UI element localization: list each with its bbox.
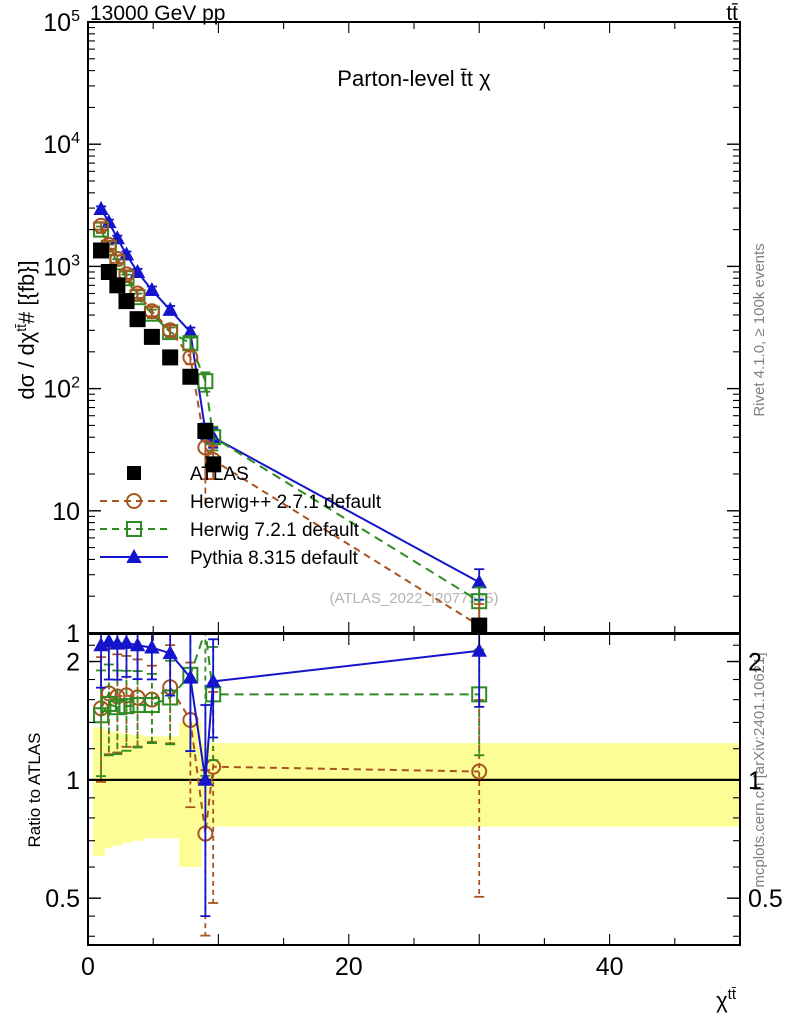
band-outer-segment xyxy=(131,735,145,841)
ratio-data-marker xyxy=(143,697,160,714)
legend-marker-circle-open xyxy=(126,493,142,509)
side-label-bottom: mcplots.cern.ch [arXiv:2401.10621] xyxy=(751,652,768,887)
ratio-data-marker xyxy=(471,763,488,780)
main-ytick-label: 10 xyxy=(52,498,80,526)
data-marker xyxy=(197,422,214,439)
legend-marker-square-filled xyxy=(127,466,141,480)
axes-layer xyxy=(87,21,741,946)
data-marker xyxy=(182,349,199,366)
legend-marker-square-open xyxy=(126,521,142,537)
data-marker xyxy=(93,200,109,215)
legend-label: Herwig 7.2.1 default xyxy=(190,520,360,541)
ratio-ytick-label-right: 2 xyxy=(748,649,762,677)
data-marker xyxy=(93,242,110,259)
ratio-data-marker xyxy=(118,635,135,649)
ratio-data-marker xyxy=(100,695,117,712)
data-marker xyxy=(118,293,135,310)
main-ytick-label: 103 xyxy=(43,252,80,281)
ratio-data-marker xyxy=(182,669,199,684)
legend-label: ATLAS xyxy=(190,464,249,485)
data-marker xyxy=(144,282,160,297)
band-outer-segment xyxy=(104,731,113,849)
xlabel-sup: tt̄ xyxy=(728,986,737,1003)
data-marker xyxy=(162,322,179,339)
header-left: 13000 GeV pp xyxy=(90,2,225,25)
legend-label: Pythia 8.315 default xyxy=(190,548,359,569)
data-marker xyxy=(143,328,160,345)
svg-text:Ratio to ATLAS: Ratio to ATLAS xyxy=(25,733,44,848)
ratio-data-marker xyxy=(205,673,221,688)
ratio-data-marker xyxy=(162,645,178,660)
xtick-label: 20 xyxy=(335,953,363,981)
main-data-layer xyxy=(93,200,488,632)
series-atlas xyxy=(93,242,488,632)
main-ytick-label: 102 xyxy=(43,375,80,404)
ratio-data-marker xyxy=(144,639,160,654)
main-ytick-label: 1 xyxy=(66,620,80,648)
data-marker xyxy=(162,349,179,366)
ratio-data-marker xyxy=(471,642,487,657)
data-marker xyxy=(101,214,117,229)
header-right: tt̄ xyxy=(726,2,738,25)
band-outer-segment xyxy=(144,736,162,839)
main-ytick-label: 105 xyxy=(43,8,80,37)
ratio-series-line xyxy=(100,685,480,834)
ratio-data-marker xyxy=(93,637,109,652)
side-label-top: Rivet 4.1.0, ≥ 100k events xyxy=(751,243,768,416)
ratio-data-marker xyxy=(118,698,135,715)
xtick-label: 0 xyxy=(81,953,95,981)
data-marker xyxy=(118,266,135,283)
ratio-ytick-label-right: 0.5 xyxy=(748,885,783,913)
legend: ATLAS Herwig++ 2.7.1 default Herwig 7.2.1 … xyxy=(100,464,382,569)
legend-label: Herwig++ 2.7.1 default xyxy=(190,492,382,513)
ylabel-chi: χ xyxy=(14,331,39,343)
ratio-series-line xyxy=(100,635,480,716)
ratio-data-layer xyxy=(93,635,488,937)
main-ylabel: dσ / dχtt̄# [{fb}] xyxy=(13,260,39,399)
data-marker xyxy=(182,368,199,385)
data-marker xyxy=(205,456,222,473)
svg-text:Rivet 4.1.0, ≥ 100k events: Rivet 4.1.0, ≥ 100k events xyxy=(751,243,768,416)
data-marker xyxy=(100,263,117,280)
xtick-label: 40 xyxy=(596,953,624,981)
svg-text:dσ / dχtt̄# [{fb}]: dσ / dχtt̄# [{fb}] xyxy=(13,260,39,399)
band-outer-segment xyxy=(223,743,739,827)
main-ytick-label: 104 xyxy=(43,130,80,159)
ratio-ylabel: Ratio to ATLAS xyxy=(25,733,44,848)
ylabel-sup: tt̄ xyxy=(13,324,29,332)
ylabel-pre: dσ / d xyxy=(14,343,39,399)
page-title: Parton-level t̄t χ xyxy=(337,66,491,91)
ratio-data-marker xyxy=(129,637,146,652)
watermark: (ATLAS_2022_I2077575) xyxy=(329,590,498,607)
data-marker xyxy=(118,246,135,261)
ratio-series-pythia xyxy=(93,635,487,918)
xlabel-chi: χ xyxy=(716,988,728,1013)
ratio-ytick-label: 0.5 xyxy=(45,885,80,913)
data-marker xyxy=(162,301,178,316)
data-marker xyxy=(109,277,126,294)
data-marker xyxy=(129,311,146,328)
ratio-data-marker xyxy=(197,771,214,786)
band-outer-segment xyxy=(121,733,132,844)
data-marker xyxy=(109,250,126,267)
band-outer-segment xyxy=(161,736,180,839)
band-outer-segment xyxy=(112,732,122,846)
ratio-data-marker xyxy=(109,699,126,716)
ratio-ytick-label-right: 1 xyxy=(748,767,762,795)
data-marker xyxy=(93,217,110,234)
xaxis-label: χtt̄ xyxy=(716,986,737,1013)
ratio-ytick-label: 1 xyxy=(66,767,80,795)
ratio-ytick-label: 2 xyxy=(66,649,80,677)
svg-text:mcplots.cern.ch [arXiv:2401.10: mcplots.cern.ch [arXiv:2401.10621] xyxy=(751,652,768,887)
ylabel-post: # [{fb}] xyxy=(14,260,39,324)
legend-marker-triangle-filled xyxy=(126,548,142,563)
data-marker xyxy=(182,324,199,339)
data-marker xyxy=(471,574,487,589)
band-outer-segment xyxy=(93,727,105,857)
